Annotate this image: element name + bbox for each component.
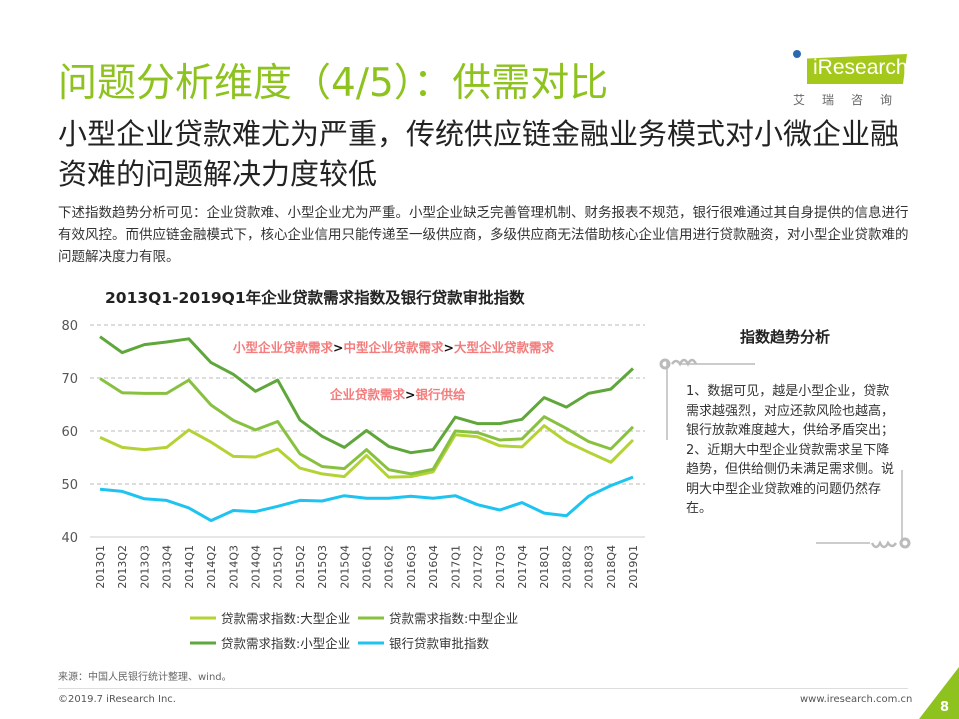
- chart-annotation: 小型企业贷款需求>中型企业贷款需求>大型企业贷款需求: [232, 340, 555, 355]
- copyright: ©2019.7 iResearch Inc.: [58, 694, 176, 705]
- x-tick-label: 2018Q2: [560, 545, 573, 589]
- x-tick-label: 2015Q1: [272, 545, 285, 589]
- annotation-part: >: [444, 340, 454, 355]
- annotation-part: >: [333, 340, 343, 355]
- iresearch-logo: iResearch 艾瑞咨询: [793, 46, 913, 107]
- legend-label: 贷款需求指数:小型企业: [221, 636, 350, 651]
- chart-title: 2013Q1-2019Q1年企业贷款需求指数及银行贷款审批指数: [105, 289, 525, 307]
- x-tick-label: 2017Q3: [494, 545, 507, 589]
- x-tick-label: 2013Q2: [116, 545, 129, 589]
- annotation-part: 大型企业贷款需求: [454, 340, 555, 355]
- y-tick-label: 50: [61, 478, 78, 493]
- legend-label: 银行贷款审批指数: [389, 636, 490, 651]
- description: 下述指数趋势分析可见：企业贷款难、小型企业尤为严重。小型企业缺乏完善管理机制、财…: [58, 205, 909, 265]
- x-tick-label: 2016Q4: [427, 545, 440, 589]
- y-tick-label: 70: [61, 372, 78, 387]
- panel-title: 指数趋势分析: [740, 328, 831, 346]
- x-tick-label: 2018Q4: [605, 545, 618, 589]
- x-tick-label: 2014Q2: [205, 545, 218, 589]
- x-tick-label: 2013Q4: [161, 545, 174, 589]
- x-tick-label: 2014Q1: [183, 545, 196, 589]
- x-tick-label: 2015Q3: [316, 545, 329, 589]
- chart-annotation: 企业贷款需求>银行供给: [329, 387, 466, 402]
- x-tick-label: 2017Q4: [516, 545, 529, 589]
- x-tick-label: 2017Q1: [449, 545, 462, 589]
- x-tick-label: 2014Q3: [227, 545, 240, 589]
- x-tick-label: 2013Q3: [138, 545, 151, 589]
- legend-label: 贷款需求指数:大型企业: [221, 611, 350, 626]
- x-tick-label: 2019Q1: [627, 545, 640, 589]
- x-tick-label: 2013Q1: [94, 545, 107, 589]
- annotation-part: 中型企业贷款需求: [344, 340, 445, 355]
- page-subtitle: 小型企业贷款难尤为严重，传统供应链金融业务模式对小微企业融资难的问题解决力度较低: [58, 117, 900, 191]
- x-tick-label: 2016Q3: [405, 545, 418, 589]
- logo-cn: 艾瑞咨询: [793, 93, 910, 107]
- annotation-part: >: [405, 387, 415, 402]
- website-link[interactable]: www.iresearch.com.cn: [800, 694, 913, 705]
- x-tick-label: 2018Q3: [583, 545, 596, 589]
- x-tick-label: 2015Q2: [294, 545, 307, 589]
- annotation-part: 小型企业贷款需求: [232, 340, 334, 355]
- y-tick-label: 40: [61, 531, 78, 546]
- x-tick-label: 2016Q1: [361, 545, 374, 589]
- x-tick-label: 2016Q2: [383, 545, 396, 589]
- panel-text: 1、数据可见，越是小型企业，贷款需求越强烈，对应还款风险也越高，银行放款难度越大…: [686, 384, 895, 516]
- annotation-part: 银行供给: [416, 387, 467, 402]
- source-note: 来源：中国人民银行统计整理、wind。: [58, 672, 232, 683]
- x-tick-label: 2015Q4: [338, 545, 351, 589]
- logo-text: iResearch: [813, 56, 908, 79]
- page-title: 问题分析维度（4/5）：供需对比: [58, 61, 609, 106]
- x-tick-label: 2017Q2: [472, 545, 485, 589]
- annotation-part: 企业贷款需求: [329, 387, 406, 402]
- y-tick-label: 80: [61, 319, 78, 334]
- y-tick-label: 60: [61, 425, 78, 440]
- legend-label: 贷款需求指数:中型企业: [389, 611, 518, 626]
- footer-divider: [58, 688, 908, 689]
- x-tick-label: 2014Q4: [249, 545, 262, 589]
- page-number: 8: [939, 700, 949, 715]
- x-tick-label: 2018Q1: [538, 545, 551, 589]
